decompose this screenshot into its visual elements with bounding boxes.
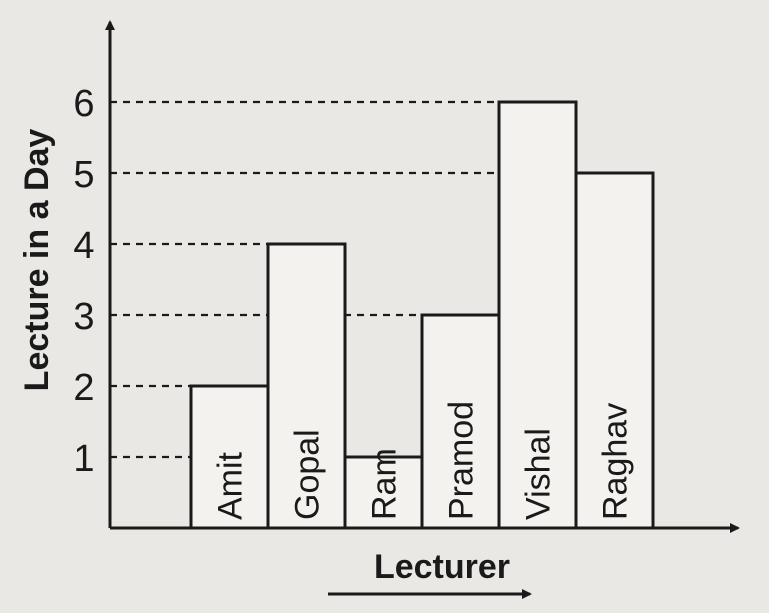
bar-label-ram: Ram (366, 448, 404, 520)
y-tick-6: 6 (73, 83, 94, 125)
bar-label-raghav: Raghav (597, 403, 635, 520)
axes (105, 20, 740, 599)
bar-label-vishal: Vishal (520, 428, 558, 520)
y-tick-3: 3 (73, 296, 94, 338)
bar-labels: Amit Gopal Ram Pramod Vishal Raghav (212, 401, 635, 520)
y-tick-1: 1 (73, 438, 94, 480)
bar-raghav (574, 171, 655, 530)
bar-pramod (420, 313, 501, 530)
x-axis-title: Lecturer (374, 548, 510, 586)
y-tick-5: 5 (73, 154, 94, 196)
bar-label-gopal: Gopal (289, 429, 327, 520)
bar-ram (343, 455, 424, 530)
y-tick-labels: 1 2 3 4 5 6 (73, 83, 94, 480)
bar-label-amit: Amit (212, 451, 250, 520)
y-tick-4: 4 (73, 225, 94, 267)
bar-amit (189, 384, 270, 530)
y-tick-2: 2 (73, 367, 94, 409)
bars (189, 100, 655, 530)
bar-label-pramod: Pramod (443, 401, 481, 520)
y-axis-title: Lecture in a Day (18, 129, 56, 392)
